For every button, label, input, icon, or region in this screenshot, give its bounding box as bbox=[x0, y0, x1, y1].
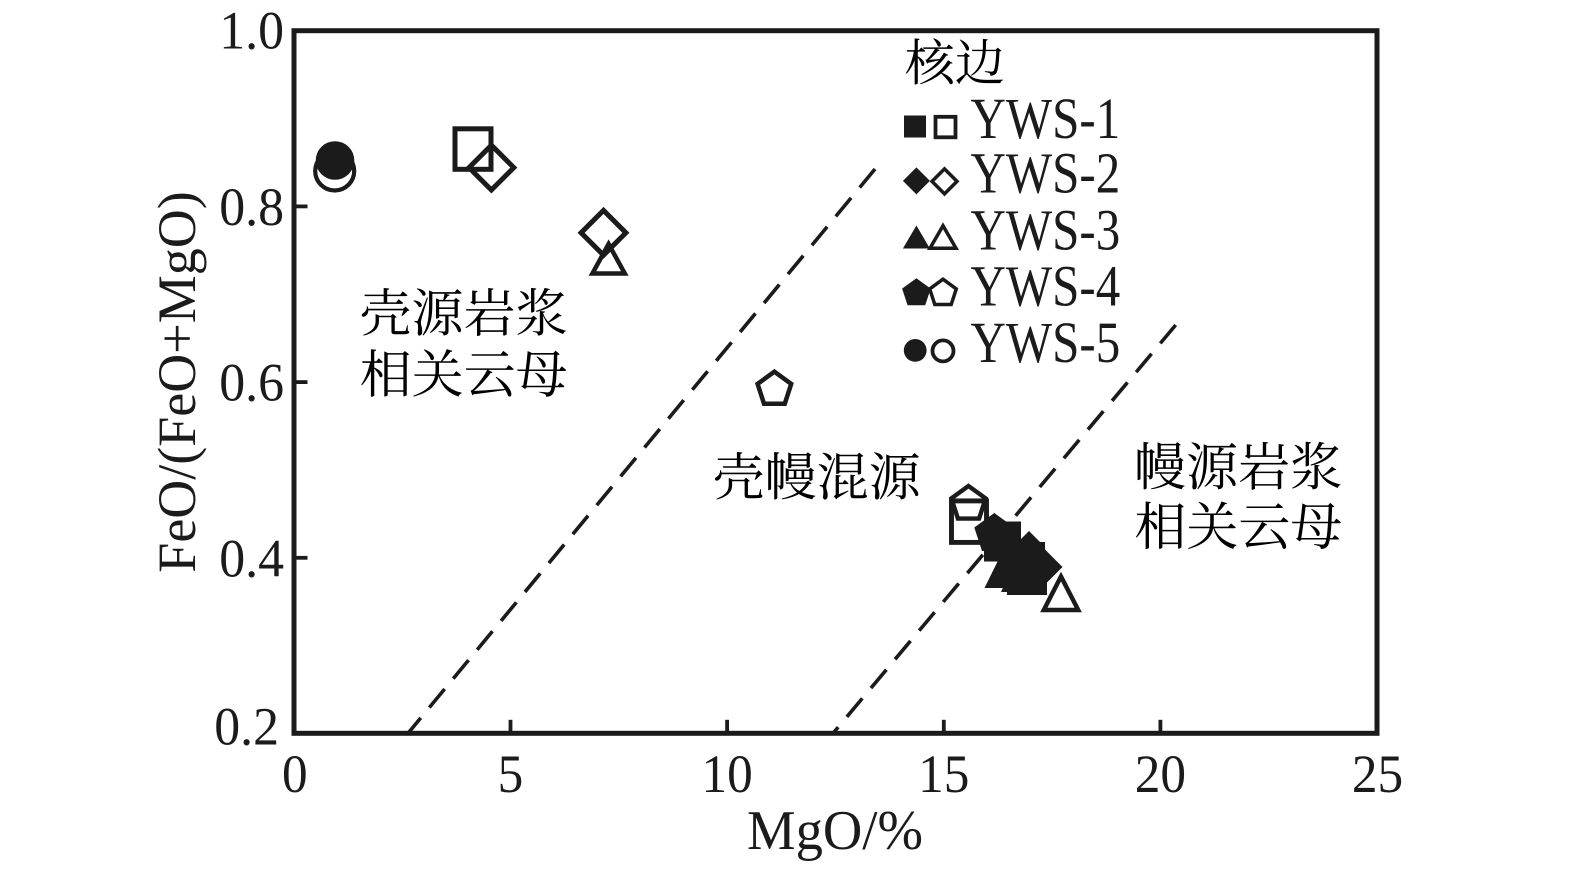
svg-text:MgO/%: MgO/% bbox=[747, 799, 923, 861]
svg-text:YWS-2: YWS-2 bbox=[971, 141, 1121, 206]
svg-text:0.6: 0.6 bbox=[219, 354, 284, 413]
svg-text:FeO/(FeO+MgO): FeO/(FeO+MgO) bbox=[147, 191, 207, 572]
svg-text:25: 25 bbox=[1352, 745, 1403, 804]
svg-text:YWS-1: YWS-1 bbox=[971, 86, 1121, 151]
svg-text:15: 15 bbox=[918, 745, 969, 804]
svg-text:0.2: 0.2 bbox=[214, 698, 279, 757]
svg-text:0.4: 0.4 bbox=[219, 529, 284, 588]
svg-text:0: 0 bbox=[282, 745, 308, 804]
svg-text:YWS-3: YWS-3 bbox=[971, 197, 1121, 262]
svg-text:YWS-4: YWS-4 bbox=[971, 254, 1121, 319]
svg-text:YWS-5: YWS-5 bbox=[971, 310, 1121, 375]
svg-text:5: 5 bbox=[498, 745, 524, 804]
svg-text:1.0: 1.0 bbox=[219, 2, 284, 61]
svg-text:0.8: 0.8 bbox=[219, 178, 284, 237]
svg-text:10: 10 bbox=[701, 745, 752, 804]
svg-text:20: 20 bbox=[1135, 745, 1186, 804]
